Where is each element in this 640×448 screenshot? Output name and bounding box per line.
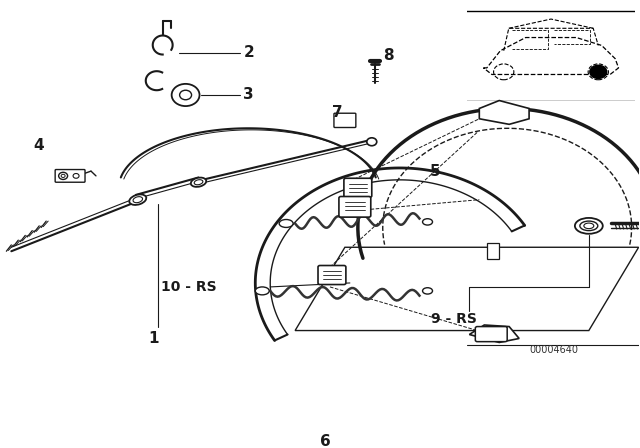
Ellipse shape (580, 221, 598, 231)
Polygon shape (479, 100, 529, 125)
Ellipse shape (422, 219, 433, 225)
Ellipse shape (584, 223, 594, 228)
FancyBboxPatch shape (334, 113, 356, 128)
Bar (487, 243, 499, 259)
Ellipse shape (422, 288, 433, 294)
Text: 6: 6 (320, 434, 331, 448)
Circle shape (180, 90, 191, 100)
Ellipse shape (61, 174, 65, 177)
Ellipse shape (279, 220, 293, 228)
Ellipse shape (59, 172, 68, 180)
Ellipse shape (191, 177, 206, 187)
Ellipse shape (255, 287, 269, 295)
FancyBboxPatch shape (339, 197, 371, 217)
Ellipse shape (129, 194, 147, 205)
Text: 9 - RS: 9 - RS (431, 312, 477, 326)
FancyBboxPatch shape (344, 178, 372, 197)
Ellipse shape (194, 180, 203, 185)
Text: 3: 3 (243, 87, 254, 103)
Ellipse shape (575, 218, 603, 234)
Circle shape (367, 138, 377, 146)
Text: 2: 2 (243, 45, 254, 60)
Text: 10 - RS: 10 - RS (161, 280, 216, 294)
FancyBboxPatch shape (55, 169, 85, 182)
FancyBboxPatch shape (476, 327, 507, 342)
Text: 4: 4 (33, 138, 44, 153)
Text: 8: 8 (383, 48, 394, 63)
Ellipse shape (73, 173, 79, 178)
Text: 5: 5 (429, 164, 440, 179)
Polygon shape (469, 325, 519, 342)
Polygon shape (295, 247, 639, 331)
Ellipse shape (133, 197, 143, 202)
Text: 7: 7 (332, 105, 342, 120)
Text: 00004640: 00004640 (529, 345, 579, 355)
FancyBboxPatch shape (318, 266, 346, 284)
Text: 1: 1 (148, 331, 159, 346)
Circle shape (172, 84, 200, 106)
